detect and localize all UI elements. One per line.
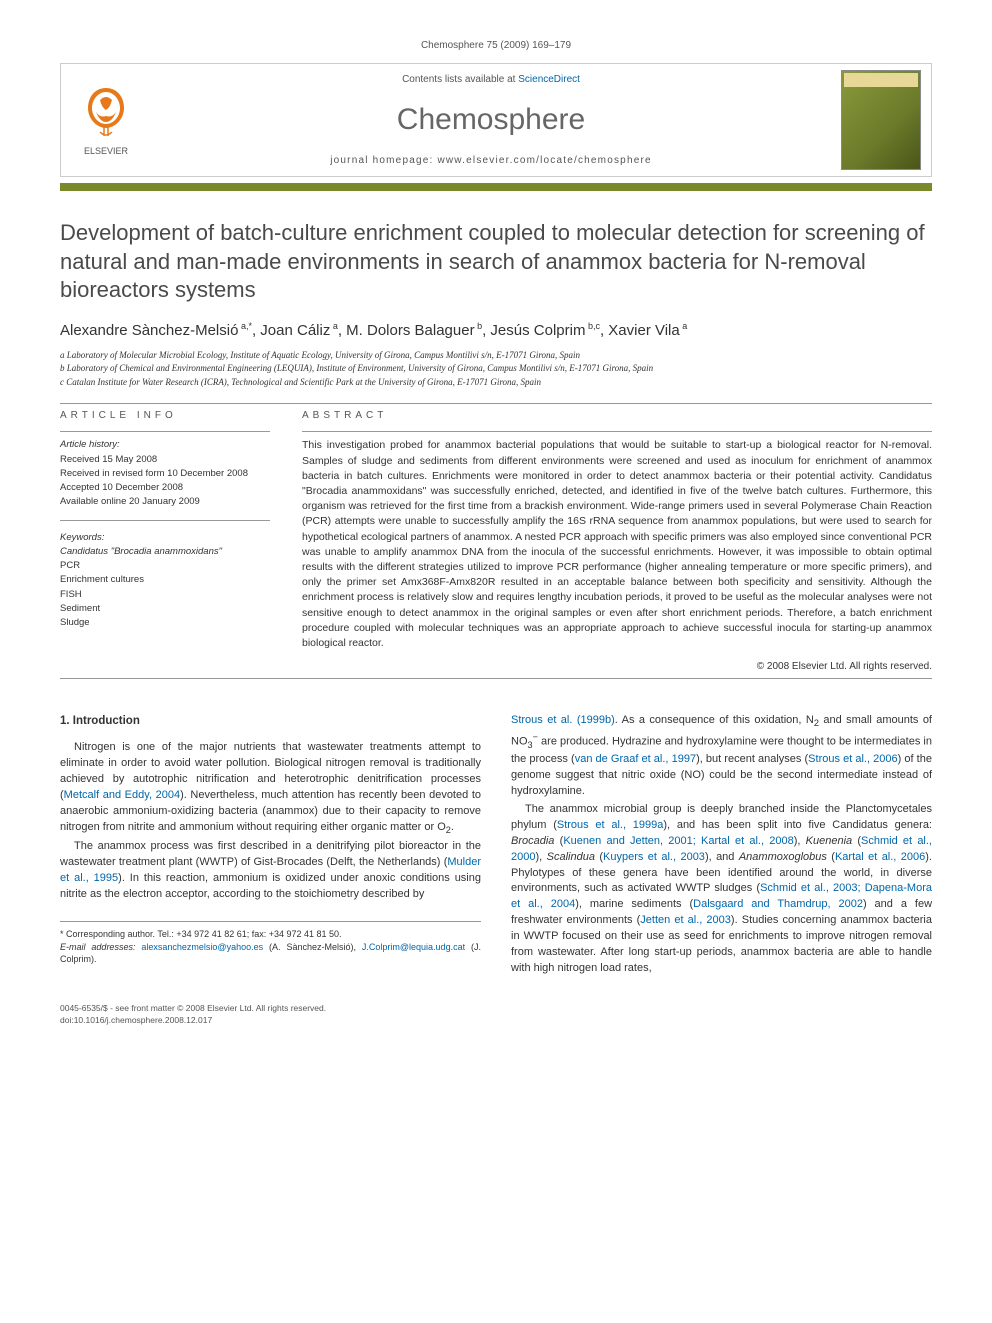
rule — [60, 403, 932, 404]
history-label: Article history: — [60, 438, 270, 452]
keyword: FISH — [60, 588, 270, 602]
section-heading: 1. Introduction — [60, 713, 481, 730]
keywords-block: Keywords: Candidatus "Brocadia anammoxid… — [60, 531, 270, 631]
ref-link[interactable]: Kuenen and Jetten, 2001; Kartal et al., … — [563, 835, 793, 847]
abstract-text: This investigation probed for anammox ba… — [302, 438, 932, 651]
author-list: Alexandre Sànchez-Melsió a,*, Joan Cáliz… — [60, 321, 932, 339]
affiliations: a Laboratory of Molecular Microbial Ecol… — [60, 349, 932, 390]
history-item: Received in revised form 10 December 200… — [60, 467, 270, 481]
rule — [60, 678, 932, 679]
journal-name: Chemosphere — [151, 103, 831, 137]
history-item: Available online 20 January 2009 — [60, 495, 270, 509]
rule — [60, 431, 270, 432]
abstract-label: ABSTRACT — [302, 410, 932, 421]
rule — [302, 431, 932, 432]
keyword: Candidatus "Brocadia anammoxidans" — [60, 545, 270, 559]
ref-link[interactable]: Kuypers et al., 2003 — [603, 851, 705, 863]
keyword: Sludge — [60, 616, 270, 630]
homepage-url[interactable]: www.elsevier.com/locate/chemosphere — [437, 155, 651, 166]
cover-cell — [831, 64, 931, 176]
keywords-label: Keywords: — [60, 531, 270, 545]
footer-doi: doi:10.1016/j.chemosphere.2008.12.017 — [60, 1015, 932, 1027]
body-columns: 1. Introduction Nitrogen is one of the m… — [60, 713, 932, 979]
ref-link[interactable]: Strous et al., 2006 — [808, 753, 897, 765]
rule — [60, 520, 270, 521]
ref-link[interactable]: Mulder et al., 1995 — [60, 856, 481, 884]
homepage-line: journal homepage: www.elsevier.com/locat… — [151, 155, 831, 166]
article-title: Development of batch-culture enrichment … — [60, 219, 932, 305]
affiliation: b Laboratory of Chemical and Environment… — [60, 362, 932, 376]
footer: 0045-6535/$ - see front matter © 2008 El… — [60, 1003, 932, 1027]
publisher-logo-cell: ELSEVIER — [61, 64, 151, 176]
body-paragraph: Strous et al. (1999b). As a consequence … — [511, 713, 932, 799]
ref-link[interactable]: Kartal et al., 2006 — [835, 851, 925, 863]
article-info-column: ARTICLE INFO Article history: Received 1… — [60, 410, 270, 672]
footer-copyright: 0045-6535/$ - see front matter © 2008 El… — [60, 1003, 932, 1015]
ref-link[interactable]: Metcalf and Eddy, 2004 — [64, 789, 180, 801]
body-paragraph: Nitrogen is one of the major nutrients t… — [60, 740, 481, 837]
journal-banner: ELSEVIER Contents lists available at Sci… — [60, 63, 932, 177]
contents-available-line: Contents lists available at ScienceDirec… — [151, 74, 831, 85]
sciencedirect-link[interactable]: ScienceDirect — [518, 74, 580, 85]
affiliation: c Catalan Institute for Water Research (… — [60, 376, 932, 390]
ref-link[interactable]: van de Graaf et al., 1997 — [575, 753, 696, 765]
abstract-copyright: © 2008 Elsevier Ltd. All rights reserved… — [302, 661, 932, 672]
keyword: Sediment — [60, 602, 270, 616]
ref-link[interactable]: Jetten et al., 2003 — [640, 914, 731, 926]
body-paragraph: The anammox process was first described … — [60, 839, 481, 903]
history-item: Accepted 10 December 2008 — [60, 481, 270, 495]
page-container: Chemosphere 75 (2009) 169–179 ELSEVIER C… — [0, 0, 992, 1067]
abstract-column: ABSTRACT This investigation probed for a… — [302, 410, 932, 672]
right-column: Strous et al. (1999b). As a consequence … — [511, 713, 932, 979]
corresponding-author: * Corresponding author. Tel.: +34 972 41… — [60, 928, 481, 941]
affiliation: a Laboratory of Molecular Microbial Ecol… — [60, 349, 932, 363]
left-column: 1. Introduction Nitrogen is one of the m… — [60, 713, 481, 979]
banner-center: Contents lists available at ScienceDirec… — [151, 64, 831, 176]
history-block: Article history: Received 15 May 2008 Re… — [60, 438, 270, 509]
keyword: PCR — [60, 559, 270, 573]
ref-link[interactable]: Strous et al., 1999a — [557, 819, 663, 831]
email-link[interactable]: J.Colprim@lequia.udg.cat — [362, 942, 465, 952]
footnotes: * Corresponding author. Tel.: +34 972 41… — [60, 921, 481, 966]
ref-link[interactable]: Strous et al. (1999b) — [511, 714, 615, 726]
keyword: Enrichment cultures — [60, 573, 270, 587]
ref-link[interactable]: Dalsgaard and Thamdrup, 2002 — [693, 898, 863, 910]
article-info-label: ARTICLE INFO — [60, 410, 270, 421]
history-item: Received 15 May 2008 — [60, 453, 270, 467]
svg-text:ELSEVIER: ELSEVIER — [84, 146, 129, 156]
accent-bar — [60, 183, 932, 191]
journal-cover-thumb — [841, 70, 921, 170]
header-citation: Chemosphere 75 (2009) 169–179 — [60, 40, 932, 51]
email-addresses: E-mail addresses: alexsanchezmelsio@yaho… — [60, 941, 481, 966]
elsevier-logo: ELSEVIER — [70, 80, 142, 160]
info-abstract-row: ARTICLE INFO Article history: Received 1… — [60, 410, 932, 672]
email-link[interactable]: alexsanchezmelsio@yahoo.es — [141, 942, 263, 952]
body-paragraph: The anammox microbial group is deeply br… — [511, 802, 932, 977]
